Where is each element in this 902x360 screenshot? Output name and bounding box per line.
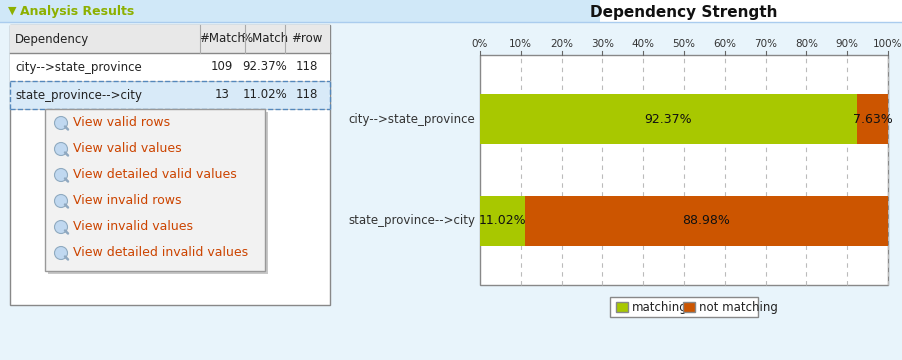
Text: 0%: 0%: [472, 39, 488, 49]
Text: 11.02%: 11.02%: [479, 214, 526, 227]
Text: 60%: 60%: [713, 39, 736, 49]
Bar: [48, 112, 268, 274]
Text: state_province-->city: state_province-->city: [348, 214, 475, 227]
Circle shape: [54, 117, 68, 130]
Text: 90%: 90%: [835, 39, 859, 49]
Text: 118: 118: [296, 60, 318, 73]
Bar: [480, 195, 525, 246]
Text: View invalid rows: View invalid rows: [73, 194, 181, 207]
Text: #Match: #Match: [199, 32, 245, 45]
Text: 92.37%: 92.37%: [243, 60, 288, 73]
Bar: [683, 302, 695, 312]
Text: Analysis Results: Analysis Results: [20, 4, 134, 18]
Bar: [600, 0, 902, 22]
Text: 10%: 10%: [510, 39, 532, 49]
Text: 92.37%: 92.37%: [645, 113, 692, 126]
Text: 100%: 100%: [873, 39, 902, 49]
Text: 7.63%: 7.63%: [852, 113, 892, 126]
Text: not matching: not matching: [699, 301, 778, 314]
Circle shape: [54, 194, 68, 207]
Bar: [480, 94, 857, 144]
Circle shape: [54, 247, 68, 260]
Text: matching: matching: [632, 301, 687, 314]
Bar: [610, 297, 758, 317]
Text: 40%: 40%: [631, 39, 655, 49]
Text: 13: 13: [215, 89, 229, 102]
Circle shape: [54, 168, 68, 181]
Bar: [10, 25, 330, 53]
Text: 88.98%: 88.98%: [683, 214, 731, 227]
Text: 109: 109: [211, 60, 234, 73]
Text: 70%: 70%: [754, 39, 778, 49]
Text: 11.02%: 11.02%: [243, 89, 288, 102]
Bar: [616, 302, 628, 312]
Text: Dependency Strength: Dependency Strength: [590, 5, 778, 20]
Bar: [10, 81, 330, 109]
Text: city-->state_province: city-->state_province: [348, 113, 475, 126]
Text: View detailed invalid values: View detailed invalid values: [73, 247, 248, 260]
Text: Dependency: Dependency: [15, 32, 89, 45]
Text: 50%: 50%: [673, 39, 695, 49]
Bar: [10, 53, 330, 81]
Text: #row: #row: [291, 32, 323, 45]
Text: 118: 118: [296, 89, 318, 102]
Bar: [525, 195, 888, 246]
Text: View detailed valid values: View detailed valid values: [73, 168, 236, 181]
Circle shape: [54, 143, 68, 156]
Text: state_province-->city: state_province-->city: [15, 89, 142, 102]
Text: ▼: ▼: [8, 6, 16, 16]
Bar: [0, 0, 600, 22]
Text: View invalid values: View invalid values: [73, 220, 193, 234]
Text: 20%: 20%: [550, 39, 573, 49]
Text: 30%: 30%: [591, 39, 614, 49]
Text: View valid values: View valid values: [73, 143, 181, 156]
Text: city-->state_province: city-->state_province: [15, 60, 142, 73]
Bar: [480, 55, 888, 285]
Bar: [857, 94, 888, 144]
Circle shape: [54, 220, 68, 234]
Bar: [10, 25, 330, 305]
Text: View valid rows: View valid rows: [73, 117, 170, 130]
Text: %Match: %Match: [242, 32, 289, 45]
Text: 80%: 80%: [795, 39, 818, 49]
Bar: [45, 109, 265, 271]
